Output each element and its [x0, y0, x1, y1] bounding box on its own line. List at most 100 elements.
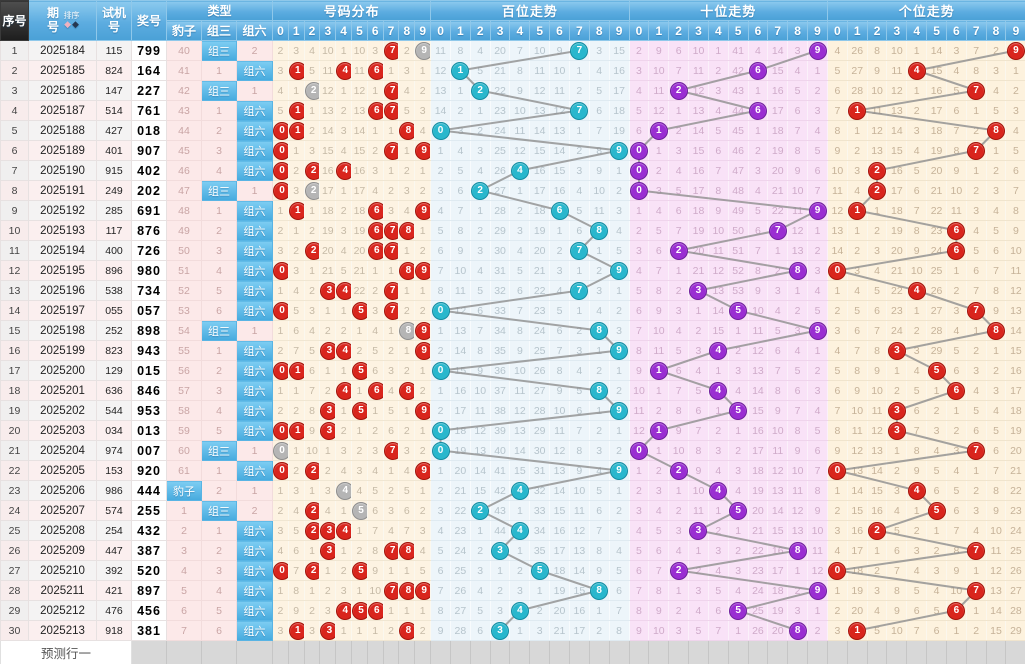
units-cell: 2 — [926, 400, 947, 421]
prize-number-cell: 164 — [131, 60, 167, 81]
dist-cell: 5 — [272, 100, 289, 121]
tens-cell: 46 — [727, 140, 749, 161]
hit-circle: 8 — [987, 321, 1005, 340]
table-row: 17 2025200 129 015 56 2 组六 0 1 6 1 1 5 6 3 2 1 0 15 9 36 10 26… — [0, 360, 1025, 381]
hundreds-cell: 13 — [529, 100, 551, 121]
period-cell: 2025211 — [28, 580, 97, 601]
units-cell: 8 — [826, 420, 848, 441]
hundreds-cell: 4 — [568, 180, 590, 201]
tens-cell: 17 — [767, 100, 789, 121]
hit-circle: 2 — [305, 241, 319, 260]
hundreds-cell: 2 — [430, 160, 451, 181]
units-cell: 2 — [926, 540, 947, 561]
units-cell: 4 — [846, 280, 868, 301]
tens-cell: 5 — [707, 580, 729, 601]
units-cell: 2 — [906, 320, 928, 341]
dist-cell: 2 — [335, 200, 353, 221]
hundreds-cell: 17 — [529, 180, 551, 201]
footer-empty-cell — [668, 640, 690, 664]
digit-header-dist-6: 6 — [366, 20, 384, 41]
sort-control[interactable]: 排序 ◆ ◆ — [64, 12, 80, 29]
type-cell: 1 — [235, 440, 274, 461]
dist-cell: 5 — [287, 520, 305, 541]
period-cell: 2025202 — [28, 400, 97, 421]
dist-cell: 1 — [351, 520, 368, 541]
hundreds-cell: 2 — [588, 260, 610, 281]
hundreds-cell: 17 — [608, 80, 630, 101]
units-cell: 2 — [866, 180, 888, 201]
hit-circle: 7 — [384, 281, 398, 300]
seq-cell: 17 — [0, 360, 29, 381]
seq-cell: 23 — [0, 480, 29, 501]
type-cell: 组三 — [201, 440, 237, 461]
dist-cell: 1 — [287, 80, 305, 101]
units-cell: 13 — [985, 580, 1007, 601]
hit-circle: 9 — [1006, 41, 1025, 60]
digit-header-u-3: 3 — [886, 20, 908, 41]
units-cell: 1 — [926, 520, 947, 541]
dist-cell: 4 — [335, 520, 353, 541]
digit-header-dist-0: 0 — [272, 20, 289, 41]
dist-cell: 7 — [398, 520, 416, 541]
hundreds-cell: 31 — [489, 260, 511, 281]
sort-desc-icon[interactable]: ◆ — [72, 19, 79, 29]
table-row: 4 2025187 514 761 43 1 组六 5 1 1 13 2 13 6 7 5 3 14 2 1 23 10 1… — [0, 100, 1025, 121]
units-cell: 9 — [985, 300, 1007, 321]
dist-cell: 2 — [351, 440, 368, 461]
units-cell: 7 — [906, 420, 928, 441]
footer-empty-cell — [335, 640, 353, 664]
type-cell: 5 — [201, 420, 237, 441]
type-cell: 组六 — [235, 600, 274, 621]
dist-cell: 2 — [319, 320, 337, 341]
hundreds-cell: 11 — [568, 500, 590, 521]
dist-cell: 2 — [272, 600, 289, 621]
digit-header-t-0: 0 — [628, 20, 650, 41]
dist-cell: 6 — [287, 320, 305, 341]
dist-cell: 3 — [335, 220, 353, 241]
hit-circle: 2 — [305, 461, 319, 480]
hundreds-cell: 12 — [449, 300, 471, 321]
type-cell: 组六 — [235, 520, 274, 541]
type-cell: 52 — [166, 280, 202, 301]
hundreds-cell: 1 — [608, 480, 630, 501]
units-cell: 18 — [886, 200, 908, 221]
tens-cell: 3 — [688, 340, 709, 361]
table-row: 30 2025213 918 381 7 6 组六 3 1 3 3 1 1 1 2 8 2 9 28 6 3 1 3 21 17… — [0, 620, 1025, 641]
seq-cell: 26 — [0, 540, 29, 561]
tens-cell: 2 — [628, 220, 650, 241]
sort-asc-icon[interactable]: ◆ — [64, 19, 71, 29]
tens-cell: 9 — [648, 40, 670, 61]
dist-cell: 2 — [382, 340, 400, 361]
dist-cell: 3 — [319, 480, 337, 501]
hundreds-cell: 2 — [469, 500, 491, 521]
tens-cell: 4 — [668, 540, 690, 561]
footer-empty-cell — [529, 640, 551, 664]
units-cell: 10 — [866, 80, 888, 101]
tens-cell: 11 — [787, 200, 809, 221]
hundreds-cell: 4 — [469, 260, 491, 281]
tens-cell: 1 — [668, 580, 690, 601]
dist-cell: 3 — [366, 160, 384, 181]
hundreds-cell: 28 — [529, 400, 551, 421]
dist-cell: 5 — [382, 400, 400, 421]
units-cell: 6 — [985, 240, 1007, 261]
dist-cell: 3 — [335, 440, 353, 461]
tens-cell: 11 — [787, 480, 809, 501]
units-cell: 26 — [846, 40, 868, 61]
tens-cell: 4 — [767, 300, 789, 321]
hundreds-cell: 4 — [430, 520, 451, 541]
tens-cell: 13 — [787, 520, 809, 541]
units-cell: 6 — [906, 400, 928, 421]
units-cell: 6 — [945, 360, 967, 381]
hundreds-cell: 0 — [430, 120, 451, 141]
digit-header-h-4: 4 — [509, 20, 531, 41]
dist-cell: 2 — [414, 620, 432, 641]
units-cell: 18 — [1005, 400, 1025, 421]
tens-cell: 13 — [747, 360, 769, 381]
dist-cell: 5 — [287, 300, 305, 321]
hundreds-cell: 9 — [608, 260, 630, 281]
hundreds-cell: 4 — [449, 140, 471, 161]
units-cell: 18 — [846, 560, 868, 581]
units-cell: 1 — [1005, 60, 1025, 81]
period-cell: 2025206 — [28, 480, 97, 501]
